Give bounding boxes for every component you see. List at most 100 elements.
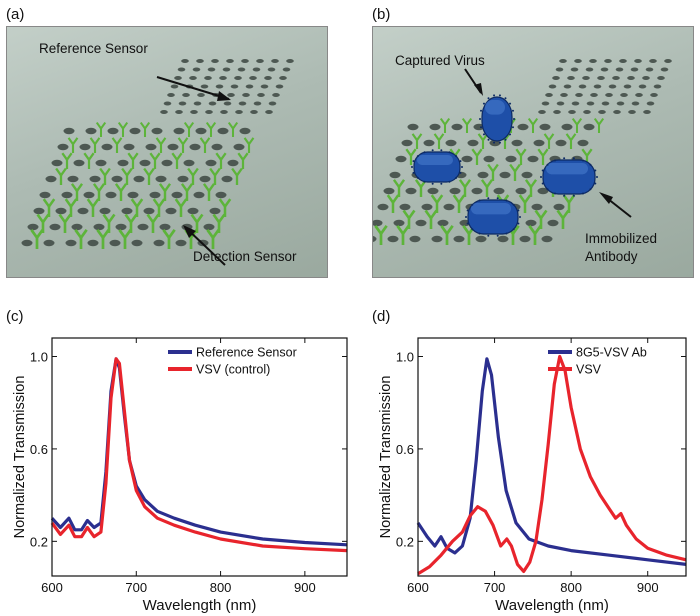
detection-sensor-hole — [167, 143, 179, 151]
x-tick-label: 800 — [560, 580, 582, 595]
antibody-icon — [509, 163, 521, 181]
antibody-icon — [215, 152, 227, 169]
legend-label: VSV (control) — [196, 363, 270, 377]
reference-sensor-hole-array — [160, 59, 294, 114]
detection-sensor-hole — [471, 187, 483, 195]
reference-sensor-hole — [635, 93, 643, 97]
detection-sensor-hole — [415, 219, 427, 227]
detection-sensor-hole — [77, 207, 89, 215]
plot-frame — [417, 337, 687, 577]
antibody-icon — [199, 137, 211, 153]
detection-sensor-hole — [121, 207, 133, 215]
detection-sensor-hole — [227, 159, 239, 167]
antibody-icon — [565, 133, 577, 149]
detection-sensor-hole — [451, 123, 463, 131]
reference-sensor-hole — [272, 93, 280, 97]
reference-sensor-hole — [275, 84, 284, 89]
antibody-icon — [146, 213, 160, 233]
detection-sensor-hole — [429, 123, 441, 131]
detection-sensor-hole — [577, 139, 589, 147]
reference-sensor-hole — [616, 101, 625, 106]
detection-sensor-hole — [145, 143, 157, 151]
reference-sensor-hole — [541, 101, 550, 106]
antibody-icon — [114, 183, 128, 201]
antibody-icon — [424, 209, 438, 229]
detection-sensor-hole — [497, 235, 509, 243]
reference-sensor-hole — [238, 101, 247, 106]
reference-sensor-hole — [538, 110, 546, 114]
detection-sensor-hole — [93, 223, 105, 231]
reference-sensor-hole — [560, 93, 568, 97]
reference-sensor-hole — [590, 93, 598, 97]
antibody-icon — [209, 167, 221, 185]
antibody-icon — [61, 152, 73, 169]
reference-sensor-hole — [571, 101, 580, 106]
reference-sensor-hole — [226, 59, 234, 63]
antibody-icon — [205, 121, 217, 137]
antibody-icon — [152, 198, 166, 217]
reference-sensor-hole — [196, 59, 204, 63]
antibody-icon — [187, 167, 199, 185]
detection-sensor-hole — [187, 207, 199, 215]
detection-arrowhead — [183, 225, 196, 238]
chart-d: 600 700 800 900 0.2 0.6 1.0 Wavelength (nm) Norm… — [378, 337, 687, 614]
antibody-icon — [143, 167, 155, 185]
reference-sensor-hole — [598, 110, 606, 114]
antibody-icon — [183, 121, 195, 137]
reference-sensor-hole — [586, 101, 595, 106]
detection-sensor-hole — [127, 191, 139, 199]
y-tick-label: 0.6 — [30, 442, 48, 457]
virus-group — [411, 94, 598, 237]
reference-sensor-hole — [630, 67, 639, 72]
reference-sensor-hole — [553, 110, 561, 114]
antibody-icon — [477, 133, 489, 149]
antibody-icon — [117, 121, 129, 137]
detection-sensor-hole — [171, 191, 183, 199]
reference-sensor-hole — [267, 67, 276, 72]
detection-sensor-hole — [71, 223, 83, 231]
reference-sensor-hole — [257, 93, 265, 97]
reference-sensor-hole — [286, 59, 294, 63]
reference-sensor-hole — [211, 59, 219, 63]
reference-sensor-hole — [268, 101, 277, 106]
detection-sensor-hole — [177, 175, 189, 183]
detection-sensor-hole — [129, 127, 141, 135]
detection-sensor-hole — [55, 207, 67, 215]
reference-sensor-hole — [256, 59, 264, 63]
reference-sensor-hole — [589, 59, 597, 63]
reference-sensor-hole — [178, 101, 187, 106]
reference-sensor-hole — [245, 84, 254, 89]
antibody-icon — [562, 194, 576, 213]
reference-sensor-hole — [634, 59, 642, 63]
antibody-icon — [528, 225, 542, 245]
detection-sensor-hole — [45, 175, 57, 183]
illustration-b: Captured Virus Immobilized Antibody — [372, 26, 694, 278]
reference-sensor-hole — [583, 110, 591, 114]
antibody-icon — [386, 194, 400, 213]
reference-sensor-hole — [182, 93, 190, 97]
reference-sensor-hole — [601, 101, 610, 106]
detection-sensor-hole — [233, 143, 245, 151]
reference-sensor-hole — [556, 101, 565, 106]
antibody-arrowhead — [599, 192, 613, 204]
antibody-icon — [471, 148, 483, 165]
detection-sensor-hole — [165, 207, 177, 215]
detection-sensor-hole — [149, 191, 161, 199]
antibody-icon — [515, 148, 527, 165]
detection-sensor-hole — [111, 175, 123, 183]
antibody-icon — [439, 117, 451, 133]
detection-sensor-hole — [153, 239, 165, 247]
detection-sensor-hole — [519, 235, 531, 243]
reference-sensor-hole — [555, 67, 564, 72]
reference-sensor-hole — [181, 59, 189, 63]
detection-sensor-hole — [483, 155, 495, 163]
y-axis-label: Normalized Transmission — [12, 376, 28, 539]
detection-sensor-hole — [461, 155, 473, 163]
antibody-icon — [206, 229, 220, 249]
detection-sensor-hole — [79, 143, 91, 151]
antibody-icon — [458, 179, 472, 197]
y-tick-label: 0.6 — [396, 442, 414, 457]
antibody-icon — [480, 179, 494, 197]
reference-sensor-hole — [237, 67, 246, 72]
antibody-icon — [127, 152, 139, 169]
